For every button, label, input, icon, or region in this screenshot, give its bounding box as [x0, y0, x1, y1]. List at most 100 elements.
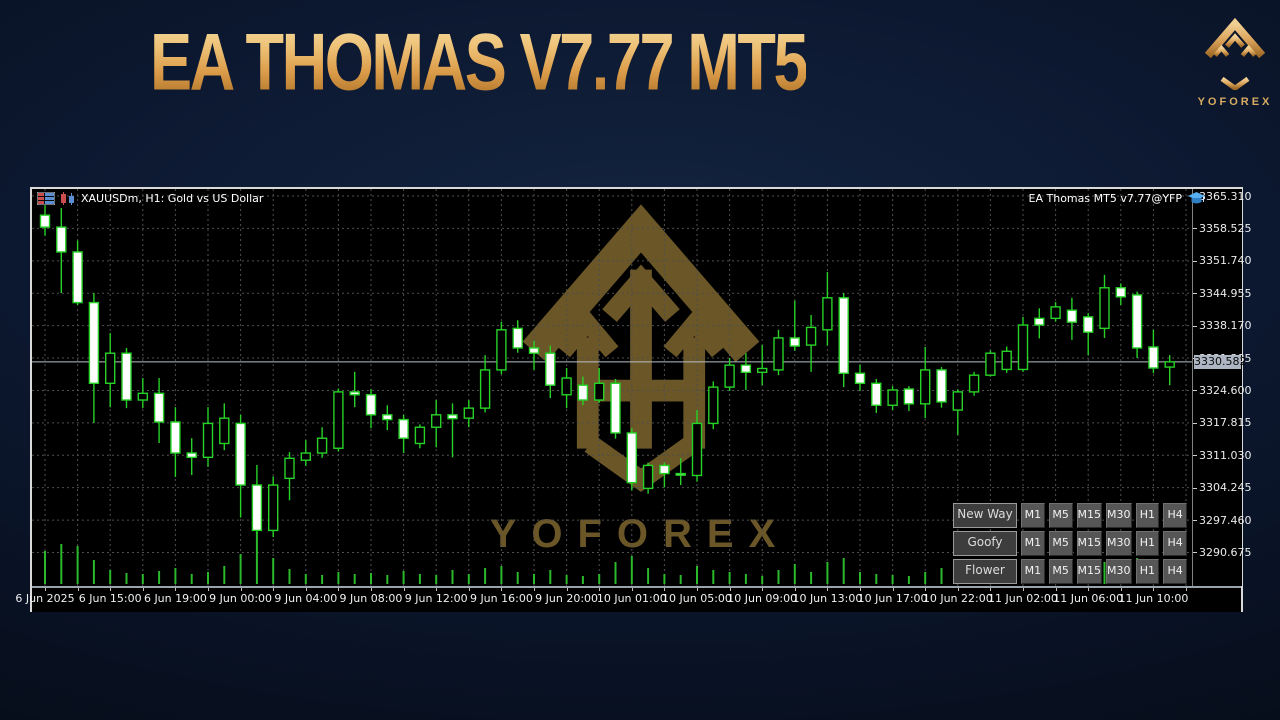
brand-logo: YOFOREX — [1193, 16, 1277, 108]
time-tick-label: 9 Jun 00:00 — [209, 592, 273, 605]
price-tick — [1193, 487, 1197, 489]
timeframe-button-m30[interactable]: M30 — [1106, 503, 1132, 528]
time-tick — [729, 588, 731, 591]
timeframe-button-m5[interactable]: M5 — [1048, 559, 1073, 584]
timeframe-button-h1[interactable]: H1 — [1135, 503, 1160, 528]
time-tick-label: 10 Jun 22:00 — [922, 592, 993, 605]
time-tick-label: 9 Jun 12:00 — [404, 592, 468, 605]
graduation-cap-icon — [1188, 192, 1205, 204]
strategy-button-new-way[interactable]: New Way — [953, 503, 1017, 528]
timeframe-button-m15[interactable]: M15 — [1076, 503, 1102, 528]
timeframe-button-m1[interactable]: M1 — [1021, 503, 1045, 528]
price-axis[interactable]: 3330.582 3365.310 3358.525 3351.740 3344.95… — [1192, 189, 1252, 586]
time-tick — [305, 588, 307, 591]
brand-name: YOFOREX — [1197, 96, 1273, 108]
price-tick-label: 3358.525 — [1199, 221, 1252, 235]
time-tick — [534, 588, 535, 591]
price-tick — [1193, 552, 1197, 554]
timeframe-button-m15[interactable]: M15 — [1076, 559, 1102, 584]
time-tick — [175, 588, 177, 591]
market-watch-icon — [37, 192, 55, 205]
timeframe-button-m15[interactable]: M15 — [1076, 531, 1102, 556]
strategy-button-flower[interactable]: Flower — [953, 559, 1017, 584]
time-tick — [1023, 588, 1024, 591]
timeframe-button-h1[interactable]: H1 — [1135, 559, 1160, 584]
time-tick — [827, 588, 829, 591]
timeframe-button-m1[interactable]: M1 — [1021, 531, 1045, 556]
price-tick-label: 3290.675 — [1199, 545, 1252, 559]
price-tick — [1193, 520, 1197, 522]
time-tick — [208, 588, 209, 591]
time-tick — [631, 588, 633, 591]
time-tick — [1186, 588, 1187, 591]
time-tick — [273, 588, 275, 591]
time-tick-label: 10 Jun 13:00 — [792, 592, 863, 605]
timeframe-button-h1[interactable]: H1 — [1135, 531, 1160, 556]
time-tick-label: 11 Jun 06:00 — [1053, 592, 1124, 605]
timeframe-button-m5[interactable]: M5 — [1048, 531, 1073, 556]
time-tick — [338, 588, 340, 591]
strategy-row: Goofy M1 M5 M15 M30 H1 H4 — [953, 531, 1187, 556]
time-tick — [794, 588, 796, 591]
price-tick — [1193, 325, 1197, 327]
price-tick-label: 3351.740 — [1199, 254, 1252, 268]
time-tick — [697, 588, 698, 591]
timeframe-button-m30[interactable]: M30 — [1106, 559, 1132, 584]
ea-label: EA Thomas MT5 v7.77@YFP — [1028, 192, 1182, 205]
time-tick — [371, 588, 372, 591]
time-tick — [436, 588, 438, 591]
strategy-button-goofy[interactable]: Goofy — [953, 531, 1017, 556]
ea-header: EA Thomas MT5 v7.77@YFP — [1029, 192, 1205, 205]
time-tick-label: 10 Jun 05:00 — [662, 592, 732, 605]
page-title: EA THOMAS V7.77 MT5 — [150, 16, 809, 109]
time-tick — [762, 588, 764, 591]
time-tick — [110, 588, 112, 591]
timeframe-button-h4[interactable]: H4 — [1163, 559, 1187, 584]
time-tick-label: 6 Jun 19:00 — [143, 592, 207, 605]
price-tick — [1193, 228, 1197, 230]
price-tick-label: 3311.030 — [1199, 448, 1252, 462]
strategy-row: Flower M1 M5 M15 M30 H1 H4 — [953, 559, 1187, 584]
price-tick-label: 3297.460 — [1199, 513, 1252, 527]
current-price-tag: 3330.582 — [1194, 354, 1247, 369]
price-tick — [1193, 390, 1197, 392]
price-tick — [1193, 260, 1197, 262]
time-tick — [1088, 588, 1090, 591]
chart-bars-icon — [61, 192, 74, 205]
yoforex-logo-icon — [1196, 16, 1274, 90]
timeframe-button-m30[interactable]: M30 — [1106, 531, 1132, 556]
timeframe-panel: New Way M1 M5 M15 M30 H1 H4 Goofy M1 M5 M15 M30 H1 H4… — [953, 503, 1187, 584]
symbol-title: XAUUSDm, H1: Gold vs US Dollar — [81, 192, 264, 205]
time-tick-label: 10 Jun 09:00 — [727, 592, 798, 605]
price-tick-label: 3324.600 — [1199, 383, 1252, 397]
time-tick — [45, 588, 46, 591]
timeframe-button-m1[interactable]: M1 — [1021, 559, 1045, 584]
price-tick-label: 3317.815 — [1199, 416, 1252, 430]
time-tick — [860, 588, 861, 591]
price-tick — [1193, 455, 1197, 457]
price-tick-label: 3338.170 — [1199, 319, 1252, 333]
strategy-row: New Way M1 M5 M15 M30 H1 H4 — [953, 503, 1187, 528]
time-tick-label: 9 Jun 20:00 — [535, 592, 599, 605]
timeframe-button-h4[interactable]: H4 — [1163, 503, 1187, 528]
time-tick-label: 9 Jun 08:00 — [339, 592, 403, 605]
time-tick — [957, 588, 959, 591]
watermark-text: YOFOREX — [490, 512, 791, 556]
time-tick — [403, 588, 405, 591]
price-tick — [1193, 422, 1197, 424]
time-axis[interactable]: 6 Jun 2025 6 Jun 15:00 6 Jun 19:00 9 Jun 00… — [15, 586, 1241, 612]
price-tick-label: 3365.310 — [1199, 189, 1252, 203]
time-tick-label: 9 Jun 04:00 — [274, 592, 338, 605]
timeframe-button-h4[interactable]: H4 — [1163, 531, 1187, 556]
time-tick — [1153, 588, 1155, 591]
price-tick — [1193, 293, 1197, 295]
time-tick — [77, 588, 79, 591]
time-tick — [468, 588, 470, 591]
mt5-chart-window: YOFOREX XAUUSDm, H1: Gold vs US Dollar E… — [15, 187, 1252, 612]
time-tick — [599, 588, 601, 591]
price-tick-label: 3344.955 — [1199, 286, 1252, 300]
time-tick-label: 9 Jun 16:00 — [469, 592, 533, 605]
timeframe-button-m5[interactable]: M5 — [1048, 503, 1073, 528]
chart-plot-area[interactable]: YOFOREX — [32, 189, 1192, 586]
